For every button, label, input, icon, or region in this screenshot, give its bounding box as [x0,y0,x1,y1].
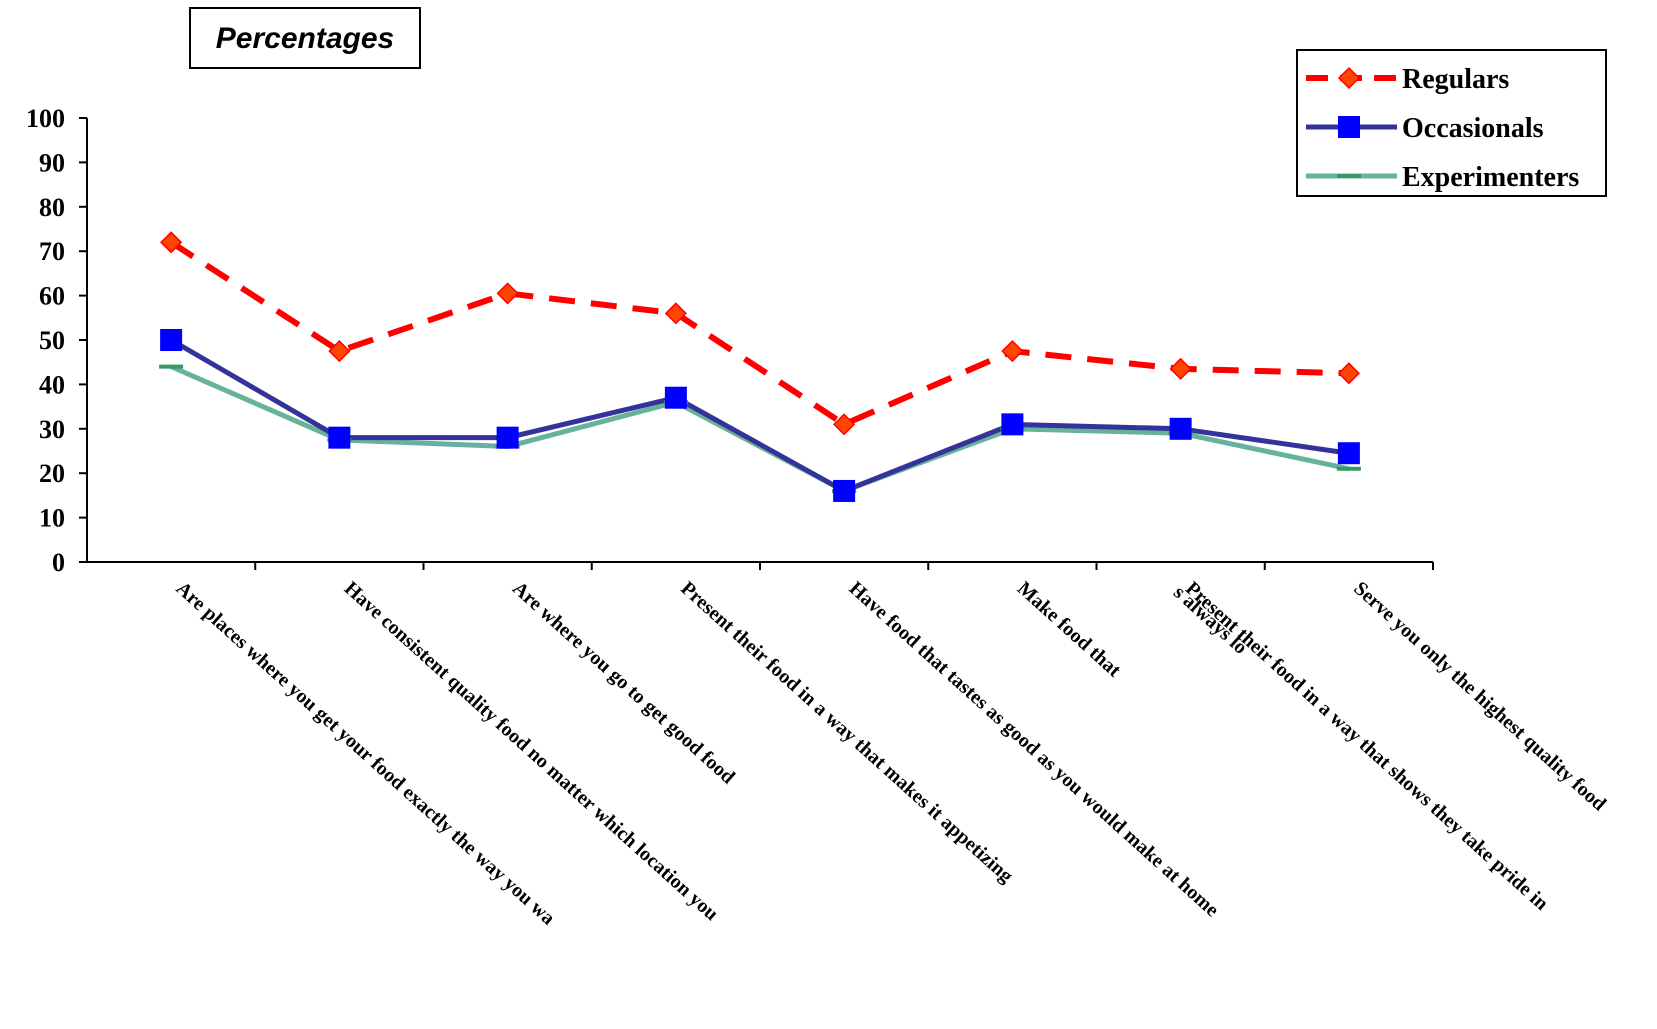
data-point [328,426,351,449]
category-label: Have consistent quality food no matter w… [340,577,723,925]
data-point [833,479,856,502]
y-tick-label: 40 [39,370,65,399]
series-line [169,337,1350,494]
y-tick-label: 30 [39,415,65,444]
data-point [1169,357,1192,380]
y-tick-label: 20 [39,459,65,488]
chart-title: Percentages [216,22,394,55]
data-point [1001,340,1024,363]
y-tick-label: 80 [39,193,65,222]
data-point [1337,362,1360,385]
legend-items: Regulars Occasionals Experimenters [1306,64,1579,193]
y-tick-label: 100 [26,104,65,133]
category-label: Are places where you get your food exact… [172,577,560,929]
data-point [496,282,519,305]
series-line [169,239,1349,428]
data-point [664,302,687,325]
data-point [664,386,687,409]
y-tick-label: 10 [39,504,65,533]
category-labels: Are places where you get your food exact… [172,577,1611,929]
legend-marker [1338,116,1360,138]
data-point [833,413,856,436]
x-ticks [254,562,1434,570]
y-tick-label: 70 [39,237,65,266]
title-box [189,7,421,69]
legend-marker [1337,66,1361,90]
y-tick-label: 60 [39,282,65,311]
y-tick-label: 50 [39,326,65,355]
data-point [160,329,183,351]
data-point [160,231,183,254]
category-label: Present their food in a way that makes i… [676,577,1017,887]
legend-label: Experimenters [1402,162,1579,193]
legend-label: Regulars [1402,64,1509,95]
data-point [1169,417,1192,440]
data-point [496,426,519,449]
series-layer [159,231,1361,502]
y-tick-label: 0 [52,548,65,577]
category-label: Make food that [1013,577,1125,681]
y-tick-label: 90 [39,148,65,177]
y-ticks: 0 10 20 30 40 50 60 70 80 90 100 [26,104,87,577]
category-label: Have food that tastes as good as you wou… [845,577,1224,921]
data-point [1001,413,1024,436]
data-point [328,340,351,363]
legend-label: Occasionals [1402,113,1544,144]
data-point [1337,442,1360,465]
legend: Regulars Occasionals Experimenters [1296,49,1607,197]
